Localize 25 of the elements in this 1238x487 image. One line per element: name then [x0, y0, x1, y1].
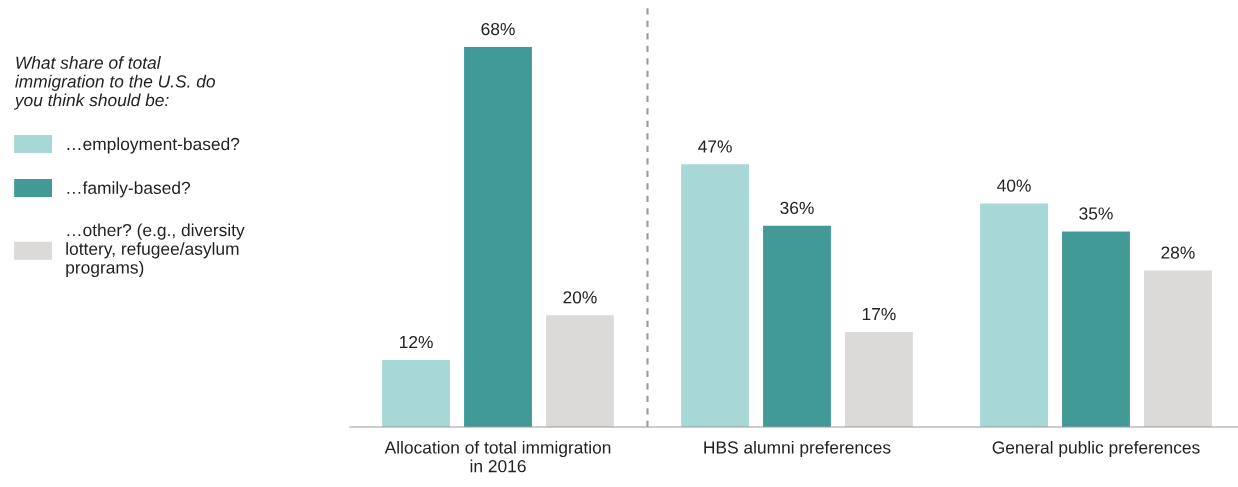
bar	[1062, 231, 1130, 427]
x-tick-label: General public preferences	[992, 440, 1200, 458]
legend-title: What share of total immigration to the U.S. do you think should be:	[13, 56, 216, 110]
data-label: 28%	[1161, 246, 1195, 259]
legend-label: …other? (e.g., diversity lottery, refugee/asylum programs)	[66, 223, 245, 278]
legend-label: …employment-based?	[67, 137, 240, 154]
bar	[382, 359, 451, 427]
bar	[980, 203, 1048, 427]
x-tick-label: Allocation of total immigration in 2016	[384, 440, 611, 473]
bar	[681, 164, 749, 427]
data-label: 47%	[698, 140, 732, 153]
bar	[545, 315, 614, 427]
data-label: 40%	[997, 179, 1031, 192]
bar	[1143, 270, 1212, 427]
bar	[464, 47, 532, 427]
data-label: 17%	[862, 308, 896, 321]
bar	[844, 332, 913, 427]
legend-label: …family-based?	[67, 181, 190, 198]
bar	[763, 225, 831, 427]
data-label: 12%	[400, 335, 433, 349]
data-label: 68%	[481, 22, 515, 36]
data-label: 35%	[1079, 207, 1113, 220]
data-label: 36%	[780, 201, 814, 215]
x-tick-label: HBS alumni preferences	[704, 440, 891, 458]
data-label: 20%	[563, 291, 597, 304]
